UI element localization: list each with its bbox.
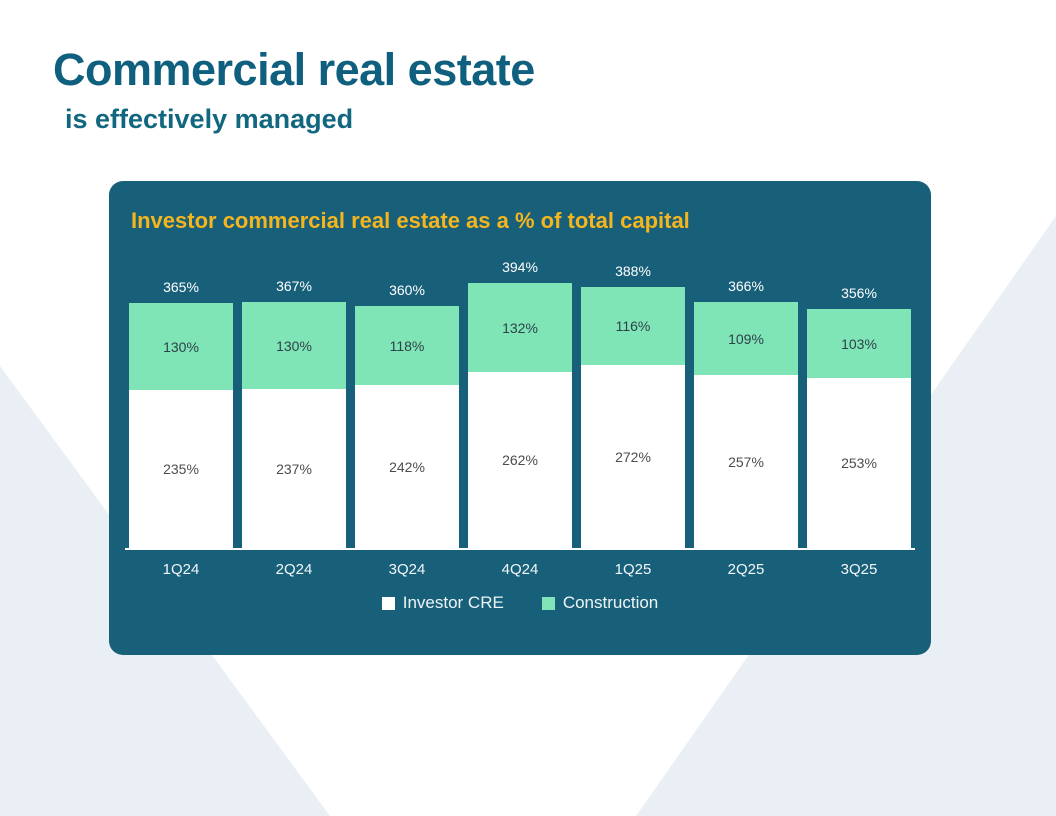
investor-cre-value-label: 257% xyxy=(728,453,764,470)
slide-title: Commercial real estate xyxy=(53,44,535,95)
stacked-bar-chart: 365% 130% 235% 367% 130% 237% 360% 118% 242% 394%… xyxy=(125,248,915,613)
investor-cre-value-label: 272% xyxy=(615,448,651,465)
construction-value-label: 109% xyxy=(728,330,764,347)
legend-label: Investor CRE xyxy=(402,593,504,612)
bar-group-3q25: 356% 103% 253% xyxy=(807,285,911,548)
bar-total-label: 367% xyxy=(276,278,312,294)
construction-segment: 109% xyxy=(694,302,798,375)
construction-segment: 130% xyxy=(129,303,233,390)
chart-legend: Investor CRE Construction xyxy=(129,593,911,613)
investor-cre-segment: 272% xyxy=(581,365,685,548)
x-tick-label: 2Q25 xyxy=(727,561,765,578)
investor-cre-value-label: 242% xyxy=(389,458,425,475)
bar-total-label: 366% xyxy=(728,278,764,294)
bar-total-label: 360% xyxy=(389,282,425,298)
bar-group-1q24: 365% 130% 235% xyxy=(129,279,233,548)
construction-value-label: 130% xyxy=(163,338,199,355)
chart-title: Investor commercial real estate as a % o… xyxy=(131,208,690,233)
construction-segment: 130% xyxy=(242,302,346,389)
x-tick-label: 4Q24 xyxy=(501,561,539,578)
investor-cre-value-label: 262% xyxy=(502,452,538,468)
slide-footer: 16 xyxy=(0,746,1056,816)
construction-segment: 103% xyxy=(807,309,911,378)
legend-item-construction: Construction xyxy=(541,593,659,613)
investor-cre-value-label: 253% xyxy=(841,455,877,471)
bar-group-4q24: 394% 132% 262% xyxy=(468,259,572,548)
construction-value-label: 103% xyxy=(841,335,877,352)
construction-value-label: 132% xyxy=(502,319,538,336)
investor-cre-segment: 253% xyxy=(807,378,911,548)
investor-cre-value-label: 237% xyxy=(276,460,312,477)
legend-label: Construction xyxy=(562,593,659,612)
investor-cre-segment: 242% xyxy=(355,385,459,548)
x-axis-line xyxy=(125,548,915,550)
investor-cre-segment: 257% xyxy=(694,375,798,548)
investor-cre-segment: 237% xyxy=(242,389,346,548)
construction-segment: 116% xyxy=(581,287,685,365)
bar-group-1q25: 388% 116% 272% xyxy=(581,263,685,548)
investor-cre-value-label: 235% xyxy=(163,461,199,477)
chart-panel: Investor commercial real estate as a % o… xyxy=(109,181,931,655)
bar-group-2q24: 367% 130% 237% xyxy=(242,278,346,548)
bars-area: 365% 130% 235% 367% 130% 237% 360% 118% 242% 394%… xyxy=(129,248,911,548)
x-tick-label: 3Q25 xyxy=(840,561,878,578)
legend-swatch-icon xyxy=(541,596,555,610)
x-tick-label: 1Q25 xyxy=(614,561,652,578)
bar-total-label: 356% xyxy=(841,285,877,301)
investor-cre-segment: 235% xyxy=(129,390,233,548)
bar-total-label: 388% xyxy=(615,263,651,279)
construction-value-label: 116% xyxy=(615,318,651,334)
legend-swatch-icon xyxy=(381,596,395,610)
construction-value-label: 118% xyxy=(389,337,425,354)
construction-segment: 132% xyxy=(468,283,572,372)
legend-item-investor-cre: Investor CRE xyxy=(381,593,504,613)
construction-segment: 118% xyxy=(355,306,459,385)
investor-cre-segment: 262% xyxy=(468,372,572,548)
x-tick-label: 2Q24 xyxy=(275,561,313,578)
construction-value-label: 130% xyxy=(276,337,312,354)
slide-subtitle: is effectively managed xyxy=(65,104,354,134)
bar-total-label: 394% xyxy=(502,259,538,275)
bar-group-3q24: 360% 118% 242% xyxy=(355,282,459,548)
x-tick-label: 1Q24 xyxy=(162,561,200,578)
bar-group-2q25: 366% 109% 257% xyxy=(694,278,798,548)
x-tick-label: 3Q24 xyxy=(388,561,426,578)
bar-total-label: 365% xyxy=(163,279,199,295)
x-axis-labels: 1Q24 2Q24 3Q24 4Q24 1Q25 2Q25 3Q25 xyxy=(129,561,911,578)
slide-header: Commercial real estate is effectively ma… xyxy=(53,44,535,135)
